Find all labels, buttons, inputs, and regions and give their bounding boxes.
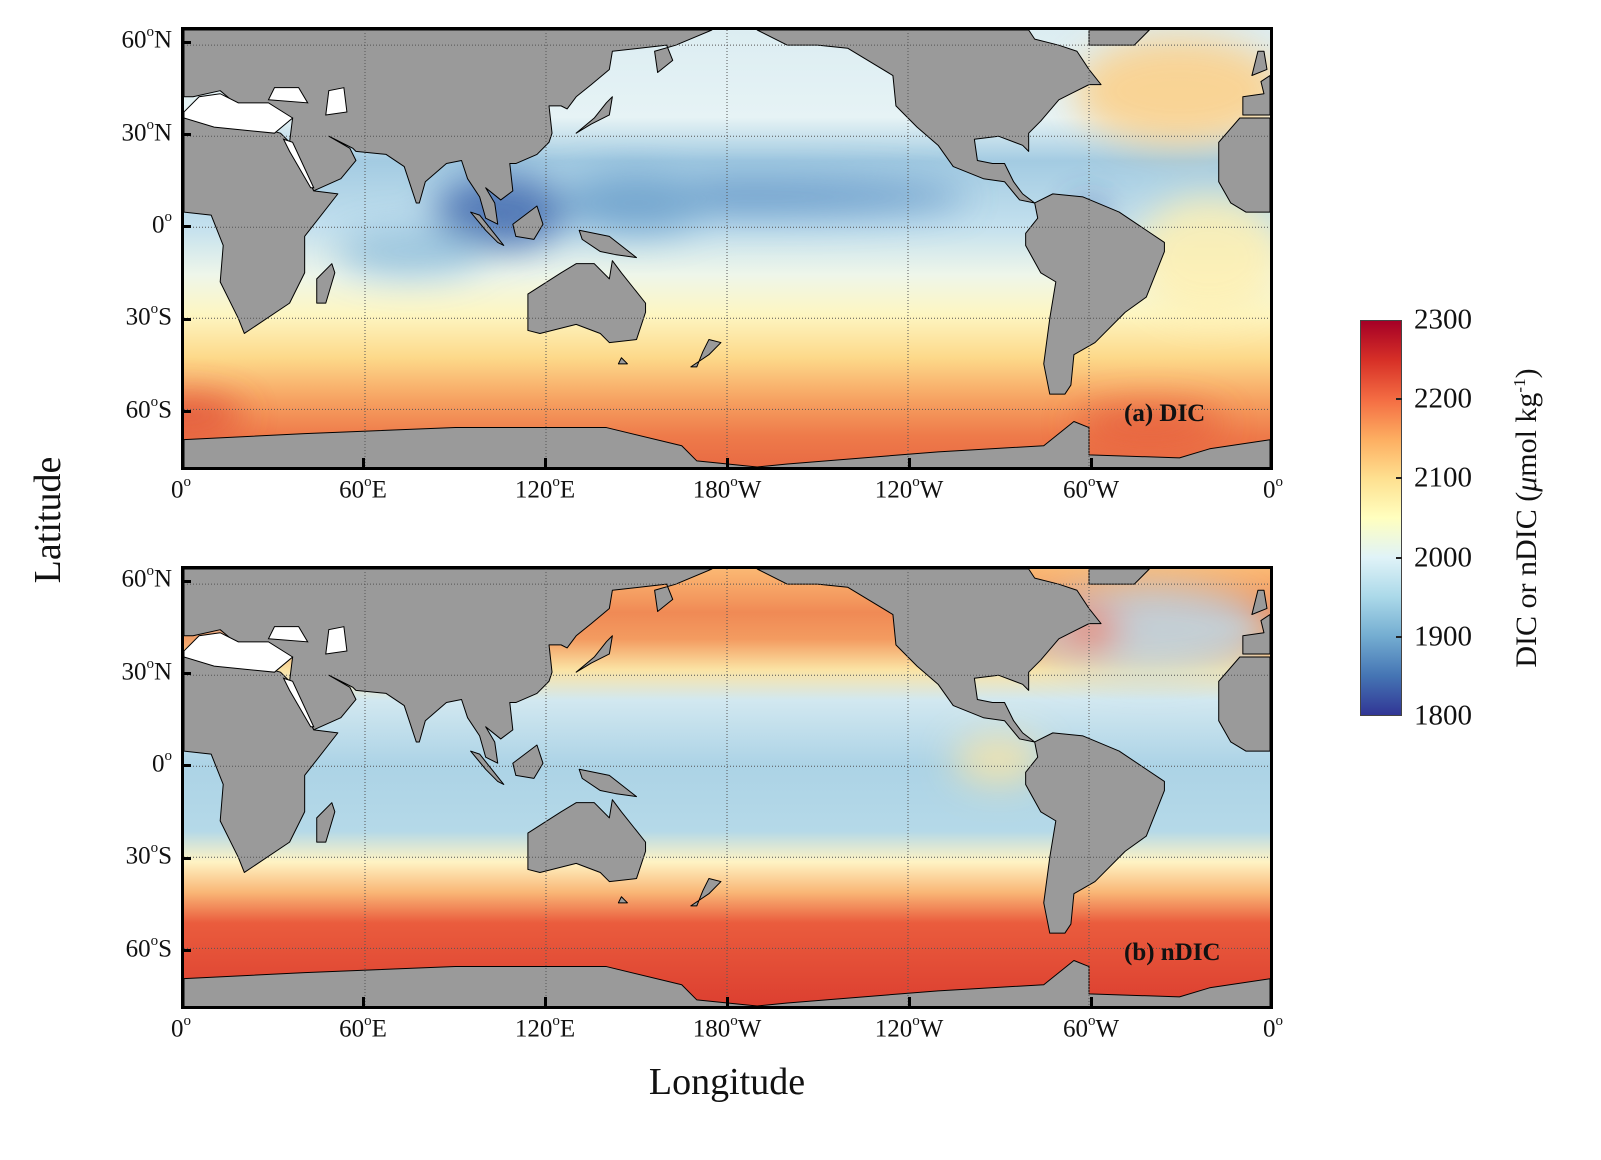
map-panel-dic: (a) DIC	[181, 27, 1273, 470]
lat-tick-label-b: 60oN	[121, 563, 172, 593]
lon-tick-label-a: 180oW	[692, 474, 762, 504]
lat-tick-mark-b	[181, 764, 191, 768]
colorbar	[1360, 320, 1402, 716]
ndic-map	[184, 569, 1270, 1006]
dic-map	[184, 30, 1270, 467]
lon-tick-mark-a	[725, 458, 729, 468]
lon-tick-label-a: 60oW	[1062, 474, 1120, 504]
colorbar-title-close: )	[1510, 368, 1543, 379]
colorbar-tick-mark	[1396, 556, 1402, 559]
lat-tick-mark-a	[181, 410, 191, 414]
colorbar-tick-label: 2200	[1414, 382, 1472, 415]
colorbar-tick-mark	[1396, 477, 1402, 480]
lat-tick-label-b: 30oS	[125, 840, 172, 870]
lat-tick-label-a: 60oS	[125, 393, 172, 423]
colorbar-title: DIC or nDIC (μmol kg-1)	[1510, 368, 1544, 667]
lon-tick-mark-b	[907, 997, 911, 1007]
lon-tick-label-b: 0o	[171, 1013, 191, 1043]
lat-tick-label-a: 30oN	[121, 116, 172, 146]
map-panel-ndic: (b) nDIC	[181, 566, 1273, 1009]
lat-tick-mark-a	[181, 40, 191, 44]
panel-label-b: (b) nDIC	[1124, 939, 1221, 966]
lat-tick-label-b: 0o	[152, 747, 172, 778]
lon-tick-mark-a	[907, 458, 911, 468]
colorbar-title-exponent: -1	[1510, 378, 1529, 393]
colorbar-tick-label: 2000	[1414, 541, 1472, 574]
lon-tick-mark-b	[725, 997, 729, 1007]
lon-tick-label-a: 60oE	[339, 474, 387, 504]
lon-tick-label-a: 120oW	[874, 474, 944, 504]
lon-tick-label-a: 120oE	[514, 474, 576, 504]
lat-tick-mark-a	[181, 317, 191, 321]
colorbar-tick-label: 2300	[1414, 303, 1472, 336]
lon-tick-label-b: 60oW	[1062, 1013, 1120, 1043]
lat-tick-label-b: 60oS	[125, 932, 172, 962]
colorbar-tick-mark	[1396, 635, 1402, 638]
colorbar-title-main: DIC or nDIC (	[1510, 491, 1543, 668]
lon-tick-mark-a	[543, 458, 547, 468]
lat-tick-label-a: 0o	[152, 208, 172, 239]
y-axis-title: Latitude	[27, 456, 69, 584]
lon-tick-label-b: 120oE	[514, 1013, 576, 1043]
lon-tick-label-b: 60oE	[339, 1013, 387, 1043]
x-axis-title: Longitude	[648, 1061, 806, 1103]
lon-tick-label-b: 120oW	[874, 1013, 944, 1043]
lon-tick-label-b: 180oW	[692, 1013, 762, 1043]
lat-tick-mark-a	[181, 133, 191, 137]
lon-tick-mark-a	[361, 458, 365, 468]
lat-tick-label-b: 30oN	[121, 655, 172, 685]
lat-tick-mark-b	[181, 672, 191, 676]
lat-tick-mark-b	[181, 949, 191, 953]
lat-tick-mark-a	[181, 225, 191, 229]
lat-tick-mark-b	[181, 579, 191, 583]
lon-tick-label-a: 0o	[1263, 474, 1283, 504]
colorbar-tick-mark	[1396, 398, 1402, 401]
lon-tick-mark-b	[361, 997, 365, 1007]
lat-tick-label-a: 60oN	[121, 24, 172, 54]
lat-tick-mark-b	[181, 856, 191, 860]
panel-label-a: (a) DIC	[1124, 400, 1206, 427]
colorbar-title-mu: μ	[1510, 476, 1543, 492]
colorbar-title-unit: mol kg	[1510, 392, 1543, 477]
lon-tick-mark-a	[1089, 458, 1093, 468]
colorbar-tick-label: 2100	[1414, 461, 1472, 494]
lon-tick-mark-b	[1089, 997, 1093, 1007]
lon-tick-label-a: 0o	[171, 474, 191, 504]
colorbar-tick-label: 1800	[1414, 699, 1472, 732]
colorbar-tick-label: 1900	[1414, 620, 1472, 653]
lon-tick-label-b: 0o	[1263, 1013, 1283, 1043]
lat-tick-label-a: 30oS	[125, 301, 172, 331]
lon-tick-mark-b	[543, 997, 547, 1007]
